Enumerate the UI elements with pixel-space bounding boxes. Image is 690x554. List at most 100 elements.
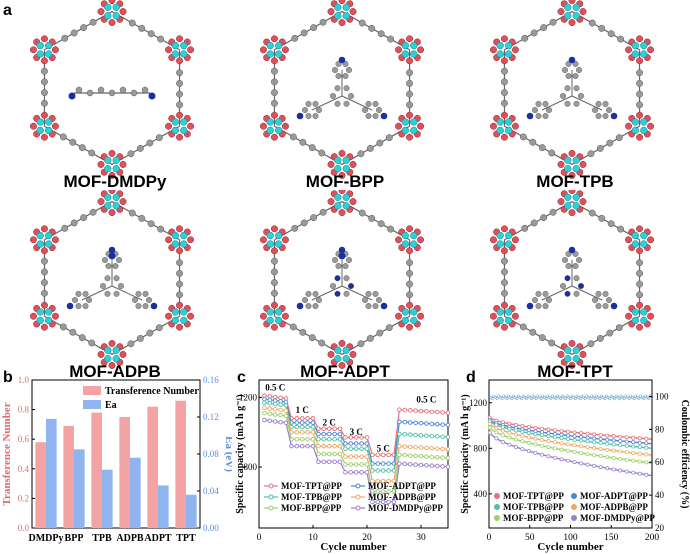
ring-atom <box>559 92 566 99</box>
carbon-atom <box>358 19 366 27</box>
series-point <box>364 454 370 459</box>
ring-atom <box>542 113 549 120</box>
capacity-point <box>611 442 616 447</box>
bar-ea <box>102 469 113 528</box>
capacity-point <box>526 440 531 445</box>
oxygen-atom <box>579 350 587 358</box>
metal-atom <box>401 118 409 126</box>
ring-atom <box>117 282 124 289</box>
oxygen-atom <box>282 122 289 130</box>
bar-transference <box>35 442 46 528</box>
capacity-point <box>487 425 492 430</box>
panel-letter-a: a <box>3 2 12 19</box>
carbon-atom <box>617 35 625 43</box>
capacity-point <box>618 468 623 473</box>
carbon-atom <box>521 224 529 232</box>
ce-point <box>564 396 568 400</box>
series-point <box>402 452 408 458</box>
metal-atom <box>171 240 179 248</box>
y-tick-label: 1200 <box>469 398 488 408</box>
series-point <box>364 441 370 446</box>
oxygen-atom <box>568 339 576 347</box>
carbon-atom <box>636 101 643 109</box>
series-point <box>316 451 321 457</box>
metal-atom <box>112 3 120 11</box>
ring-atom <box>565 263 572 270</box>
carbon-atom <box>406 291 413 299</box>
linker-bond <box>571 315 640 355</box>
oxygen-atom <box>417 46 424 54</box>
carbon-atom <box>318 149 326 157</box>
oxygen-atom <box>501 57 508 65</box>
series-point <box>283 413 289 419</box>
capacity-point <box>572 443 577 448</box>
carbon-atom <box>501 268 508 276</box>
ce-point <box>534 396 538 400</box>
nitrogen-atom <box>296 112 304 120</box>
oxygen-atom <box>349 8 357 16</box>
carbon-atom <box>271 279 278 287</box>
carbon-atom <box>530 219 538 227</box>
series-point <box>407 408 413 413</box>
bar-chart-transference: DMDPy BPP TPB ADPB ADPT TPT 0.0 0.2 0.4 0.6 0.8 1.0… <box>1 375 232 544</box>
capacity-point <box>579 461 584 466</box>
carbon-atom <box>176 101 183 109</box>
y-right-tick-label: 80 <box>655 424 665 434</box>
legend-label: MOF-TPB@PP <box>503 502 564 512</box>
capacity-point <box>540 433 544 438</box>
linker-bond <box>274 201 343 241</box>
series-point <box>321 431 327 437</box>
ring-atom <box>595 290 602 297</box>
series-point <box>359 435 364 440</box>
ring-atom <box>531 296 538 303</box>
carbon-atom <box>501 89 508 97</box>
series-point <box>445 455 451 461</box>
carbon-atom <box>617 225 625 233</box>
mof-label: MOF-TPT <box>537 362 613 381</box>
oxygen-atom <box>165 46 172 54</box>
capacity-point <box>644 436 649 441</box>
capacity-point <box>566 458 571 463</box>
carbon-atom <box>176 259 183 267</box>
ce-point <box>510 396 514 400</box>
carbon-atom <box>86 89 94 97</box>
ring-atom <box>573 100 580 107</box>
ce-point <box>490 396 494 400</box>
metal-atom <box>342 202 350 210</box>
rate-annotation: 0.5 C <box>265 382 285 392</box>
carbon-atom <box>89 18 97 26</box>
bar-ea <box>46 418 57 528</box>
metal-atom <box>171 308 179 316</box>
central-linker-dmdpy <box>68 86 156 100</box>
ce-point <box>637 396 641 400</box>
carbon-atom <box>80 214 88 222</box>
series-point <box>375 478 381 484</box>
ce-point <box>544 396 548 400</box>
metal-atom <box>180 118 188 126</box>
oxygen-atom <box>501 247 508 255</box>
capacity-point <box>624 457 629 462</box>
oxygen-atom <box>41 35 48 43</box>
metal-atom <box>45 50 53 58</box>
carbon-atom <box>176 280 183 288</box>
series-point <box>386 468 391 473</box>
metal-atom <box>572 12 580 20</box>
plot-frame <box>258 379 449 529</box>
nitrogen-atom <box>338 56 346 64</box>
series-point <box>429 454 435 460</box>
metal-atom <box>640 118 648 126</box>
carbon-atom <box>176 79 183 87</box>
x-tick-label: 0 <box>487 533 492 543</box>
oxygen-atom <box>568 19 576 27</box>
metal-atom <box>275 308 283 316</box>
oxygen-atom <box>176 247 183 255</box>
series-point <box>359 470 364 475</box>
metal-atom <box>266 50 274 58</box>
ring-atom <box>312 113 319 120</box>
oxygen-atom <box>636 225 643 233</box>
ce-point <box>554 396 558 400</box>
carbon-atom <box>406 280 413 288</box>
series-point <box>429 446 435 451</box>
metal-atom <box>112 202 120 210</box>
oxygen-atom <box>568 209 576 217</box>
